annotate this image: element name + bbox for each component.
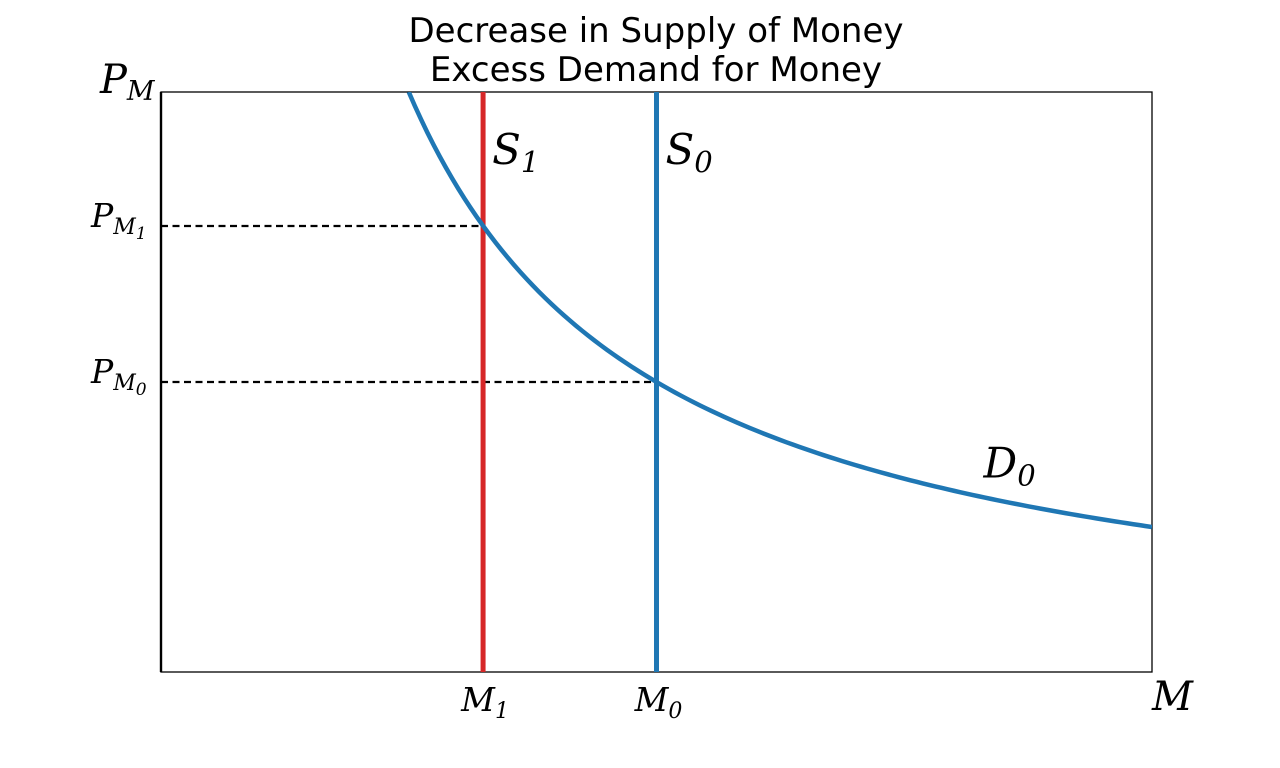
- supply-label-S0: S0: [666, 125, 713, 179]
- demand-label-base: D: [983, 438, 1018, 487]
- x-tick-label-0-base: M: [634, 680, 670, 719]
- supply-label-S1-base: S: [492, 125, 521, 174]
- supply-label-S0-sub: 0: [694, 145, 712, 179]
- y-tick-label-1-sub: M: [112, 215, 136, 240]
- y-tick-label-0: PM0: [90, 352, 147, 400]
- supply-label-S1: S1: [492, 125, 539, 179]
- y-tick-label-1: PM1: [90, 196, 147, 244]
- demand-label-sub: 0: [1017, 458, 1035, 492]
- x-tick-label-0: M0: [634, 680, 683, 724]
- x-axis-label-base: M: [1151, 674, 1194, 720]
- y-tick-label-0-sub: M: [112, 371, 136, 396]
- y-tick-label-0-base: P: [90, 352, 114, 391]
- x-tick-label-1: M1: [460, 680, 509, 724]
- chart-title: Decrease in Supply of Money: [409, 11, 904, 51]
- x-tick-label-0-sub: 0: [668, 699, 682, 724]
- chart-subtitle: Excess Demand for Money: [430, 50, 882, 90]
- x-tick-label-1-sub: 1: [495, 699, 509, 724]
- demand-curve: [406, 92, 1152, 530]
- y-tick-label-1-base: P: [90, 196, 114, 235]
- supply-label-S1-sub: 1: [521, 145, 539, 179]
- y-tick-label-0-subsub: 0: [136, 380, 147, 400]
- y-axis-label: PM: [99, 57, 156, 107]
- demand-label: D0: [983, 438, 1036, 492]
- y-axis-label-base: P: [99, 57, 128, 103]
- y-axis-label-sub: M: [126, 76, 156, 107]
- supply-label-S0-base: S: [666, 125, 695, 174]
- x-axis-label: M: [1151, 674, 1194, 720]
- y-tick-label-1-subsub: 1: [136, 224, 147, 244]
- x-tick-label-1-base: M: [460, 680, 496, 719]
